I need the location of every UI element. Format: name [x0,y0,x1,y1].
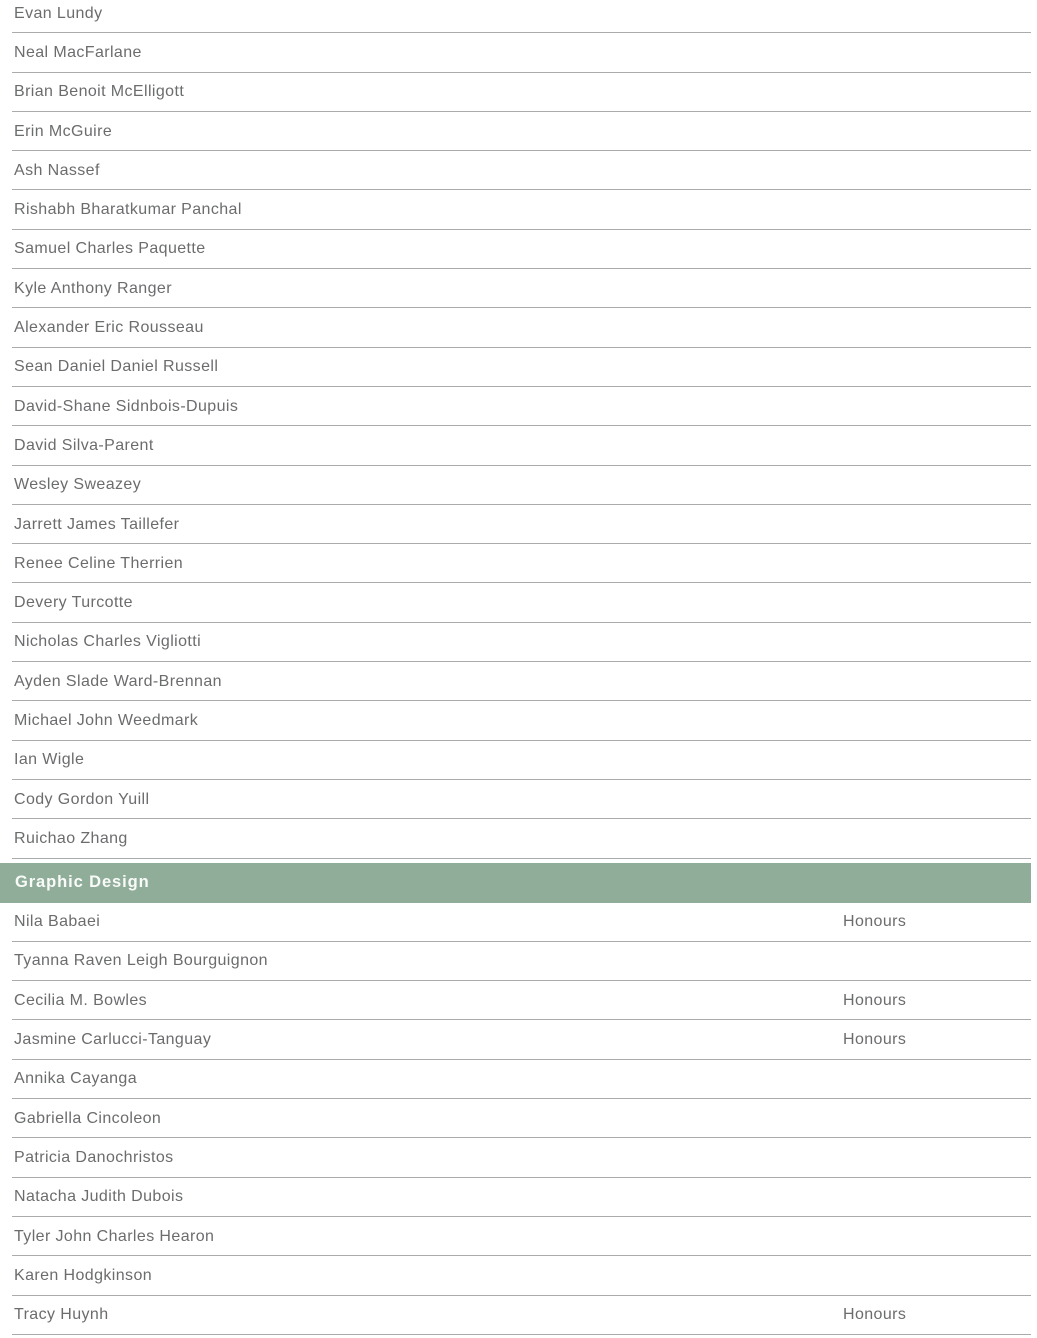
list-item: Neal MacFarlane [0,33,1031,73]
section-title: Graphic Design [15,873,150,892]
graduate-name: Ash Nassef [14,161,100,179]
graduate-name: Jarrett James Taillefer [14,515,180,533]
list-item: Michael John Weedmark [0,701,1031,741]
list-item: Wesley Sweazey [0,466,1031,506]
graduate-name: Devery Turcotte [14,594,133,612]
graduate-name: Ayden Slade Ward-Brennan [14,672,222,690]
graduate-name: Brian Benoit McElligott [14,83,185,101]
list-item: Cecilia M. Bowles Honours [0,981,1031,1021]
graduate-name: Gabriella Cincoleon [14,1109,162,1127]
list-item: Alexander Eric Rousseau [0,308,1031,348]
list-item: Karen Hodgkinson [0,1256,1031,1296]
honours-label: Honours [843,1031,907,1049]
list-item: Devery Turcotte [0,583,1031,624]
graduate-name: Kyle Anthony Ranger [14,279,172,297]
list-item: Jarrett James Taillefer [0,505,1031,545]
list-item: Nicholas Charles Vigliotti [0,623,1031,663]
list-item: Ash Nassef [0,151,1031,191]
graduate-name: Nila Babaei [14,913,101,931]
graduate-name: Samuel Charles Paquette [14,240,206,258]
graduate-name: Alexander Eric Rousseau [14,319,204,337]
list-item: Kyle Anthony Ranger [0,269,1031,309]
honours-label: Honours [843,913,907,931]
graduate-name: Patricia Danochristos [14,1148,174,1166]
graduate-name: Erin McGuire [14,122,113,140]
graduate-name: Annika Cayanga [14,1070,138,1088]
section-header-graphic-design: Graphic Design [0,862,1031,903]
list-item: Brian Benoit McElligott [0,73,1031,113]
list-item: Ayden Slade Ward-Brennan [0,662,1031,702]
list-item: Tyanna Raven Leigh Bourguignon [0,942,1031,982]
list-item: Natacha Judith Dubois [0,1178,1031,1218]
graduate-name: Ian Wigle [14,751,85,769]
list-item: David-Shane Sidnbois-Dupuis [0,387,1031,427]
graduate-name: Cody Gordon Yuill [14,790,150,808]
list-item: Samuel Charles Paquette [0,230,1031,270]
graduate-name: Rishabh Bharatkumar Panchal [14,201,242,219]
list-item: Tracy Huynh Honours [0,1296,1031,1336]
graduate-name: Ruichao Zhang [14,829,128,847]
list-item: Rishabh Bharatkumar Panchal [0,190,1031,231]
graduate-name: Tyanna Raven Leigh Bourguignon [14,952,268,970]
graduate-name: Tracy Huynh [14,1306,109,1324]
graduate-name: David Silva-Parent [14,436,154,454]
list-item: Nila Babaei Honours [0,903,1031,943]
list-item: Evan Lundy [0,0,1031,34]
list-item: Tyler John Charles Hearon [0,1217,1031,1257]
graduate-name: Neal MacFarlane [14,43,142,61]
honours-label: Honours [843,1306,907,1324]
graduate-name: Wesley Sweazey [14,476,142,494]
list-item: Sean Daniel Daniel Russell [0,348,1031,388]
list-item: Ruichao Zhang [0,819,1031,859]
list-item: Ian Wigle [0,741,1031,781]
list-item: Gabriella Cincoleon [0,1099,1031,1139]
list-item: Cody Gordon Yuill [0,780,1031,820]
list-item: David Silva-Parent [0,426,1031,466]
list-item: Jasmine Carlucci-Tanguay Honours [0,1020,1031,1061]
graduate-name: David-Shane Sidnbois-Dupuis [14,397,239,415]
graduate-name: Nicholas Charles Vigliotti [14,633,202,651]
graduate-name: Evan Lundy [14,4,103,22]
list-item: Renee Celine Therrien [0,544,1031,584]
list-item: Annika Cayanga [0,1060,1031,1100]
graduate-name: Renee Celine Therrien [14,554,184,572]
list-item: Erin McGuire [0,112,1031,152]
graduate-name: Michael John Weedmark [14,711,199,729]
graduate-name: Karen Hodgkinson [14,1266,153,1284]
list-item: Patricia Danochristos [0,1138,1031,1178]
honours-label: Honours [843,991,907,1009]
graduate-name: Tyler John Charles Hearon [14,1227,215,1245]
graduate-name: Natacha Judith Dubois [14,1188,184,1206]
graduate-name: Jasmine Carlucci-Tanguay [14,1031,212,1049]
graduate-name: Sean Daniel Daniel Russell [14,358,219,376]
graduate-name: Cecilia M. Bowles [14,991,148,1009]
